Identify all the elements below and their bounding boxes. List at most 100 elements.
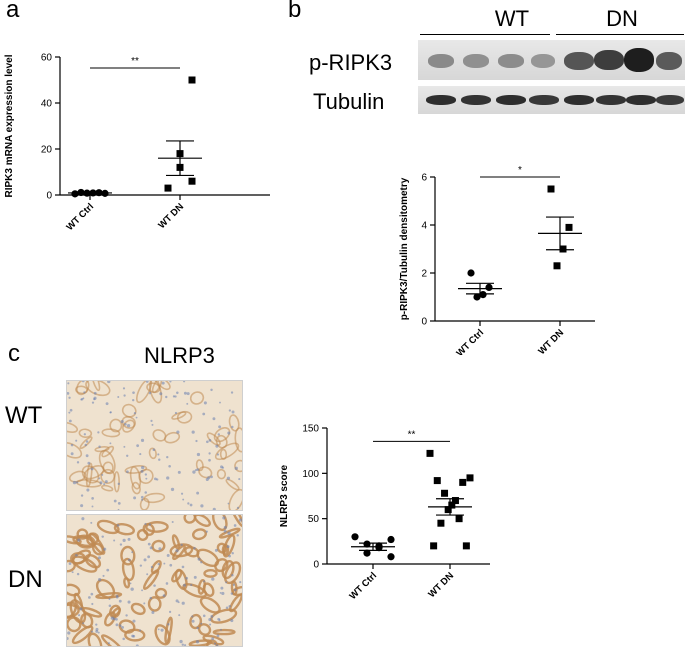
tissue-nucleus [219, 592, 222, 594]
tissue-tubule [124, 465, 148, 474]
tissue-nucleus [218, 425, 222, 429]
tissue-nucleus [158, 458, 161, 461]
tissue-tubule [81, 465, 100, 484]
tissue-nucleus [195, 640, 200, 644]
blot-band [498, 54, 524, 68]
tissue-nucleus [77, 538, 81, 542]
tissue-nucleus [132, 391, 135, 394]
tissue-tubule [85, 462, 93, 488]
tissue-tubule [87, 632, 103, 646]
tissue-nucleus [101, 535, 104, 538]
tissue-nucleus [139, 564, 143, 567]
tissue-tubule [157, 381, 171, 391]
tissue-tubule [151, 381, 163, 394]
x-tick-label: WT DN [156, 201, 186, 231]
panel-a-label: a [6, 0, 20, 23]
chart-a: 0 20 40 60 RIPK3 mRNA expression level WT Ctr… [4, 53, 270, 233]
tissue-nucleus [179, 639, 183, 644]
tissue-nucleus [171, 521, 174, 524]
tissue-tubule [123, 577, 131, 589]
tissue-nucleus [208, 458, 211, 462]
tissue-nucleus [130, 587, 134, 591]
tissue-nucleus [157, 628, 160, 631]
y-tick-label: 2 [421, 269, 427, 280]
tissue-nucleus [81, 517, 85, 521]
tissue-nucleus [70, 452, 74, 456]
data-point [441, 489, 449, 497]
blot-band [426, 95, 456, 105]
tissue-nucleus [214, 548, 218, 552]
tissue-nucleus [230, 592, 234, 595]
tissue-nucleus [196, 452, 201, 457]
data-point [188, 177, 196, 185]
data-point [71, 190, 79, 198]
tissue-nucleus [91, 497, 94, 500]
tissue-nucleus [212, 417, 216, 421]
tissue-nucleus [236, 506, 240, 510]
tissue-background [67, 381, 242, 510]
tissue-nucleus [119, 624, 122, 627]
tissue-tubule [100, 634, 124, 646]
tissue-tubule [86, 532, 100, 546]
tissue-tubule [154, 587, 168, 599]
tissue-nucleus [227, 502, 230, 505]
data-point [459, 478, 467, 486]
tissue-nucleus [82, 397, 85, 400]
tissue-nucleus [208, 439, 212, 442]
tissue-nucleus [169, 381, 172, 383]
tissue-tubule [189, 613, 203, 630]
tissue-nucleus [186, 392, 190, 396]
tissue-nucleus [108, 598, 111, 601]
tissue-nucleus [220, 465, 223, 469]
pripk3-blot-strip [418, 40, 685, 80]
tissue-nucleus [191, 619, 195, 623]
tissue-nucleus [117, 482, 120, 485]
tissue-nucleus [196, 491, 200, 495]
tissue-nucleus [75, 481, 79, 484]
tissue-nucleus [131, 634, 135, 638]
tissue-nucleus [122, 637, 125, 641]
tissue-nucleus [144, 473, 148, 476]
tissue-tubule [113, 523, 135, 536]
tissue-nucleus [152, 448, 156, 452]
tissue-nucleus [209, 623, 212, 626]
tissue-nucleus [218, 619, 221, 622]
tissue-tubule [234, 427, 242, 453]
tissue-tubule [131, 481, 141, 495]
tissue-tubule [130, 602, 146, 616]
tissue-nucleus [216, 634, 220, 638]
tissue-nucleus [129, 582, 132, 585]
tissue-tubule [230, 580, 238, 596]
tissue-nucleus [210, 388, 213, 392]
blot-band [596, 95, 626, 105]
tissue-tubule [213, 427, 231, 443]
tissue-nucleus [239, 581, 242, 584]
tissue-nucleus [234, 466, 238, 470]
tissue-nucleus [110, 616, 114, 620]
tissue-tubule [214, 442, 240, 461]
tissue-nucleus [133, 412, 137, 415]
blot-band [463, 54, 489, 68]
tissue-nucleus [97, 431, 100, 434]
tissue-nucleus [177, 601, 180, 604]
tissue-nucleus [169, 563, 173, 567]
tissue-nucleus [228, 605, 231, 608]
tissue-tubule [206, 432, 221, 446]
tissue-nucleus [180, 543, 183, 547]
tissue-nucleus [203, 580, 206, 583]
blot-group-wt: WT [494, 6, 530, 31]
tissue-nucleus [109, 411, 112, 414]
tissue-nucleus [175, 549, 179, 553]
tissue-nucleus [232, 583, 236, 586]
tissue-nucleus [159, 392, 163, 396]
tissue-nucleus [145, 477, 148, 480]
tissue-nucleus [220, 586, 224, 590]
tissue-nucleus [125, 614, 128, 617]
tissue-nucleus [183, 391, 187, 395]
tissue-tubule [171, 534, 181, 550]
tissue-tubule [225, 478, 240, 491]
tissue-nucleus [148, 391, 152, 395]
blot-band [529, 95, 559, 105]
tissue-nucleus [157, 453, 160, 456]
tissue-nucleus [170, 487, 175, 492]
